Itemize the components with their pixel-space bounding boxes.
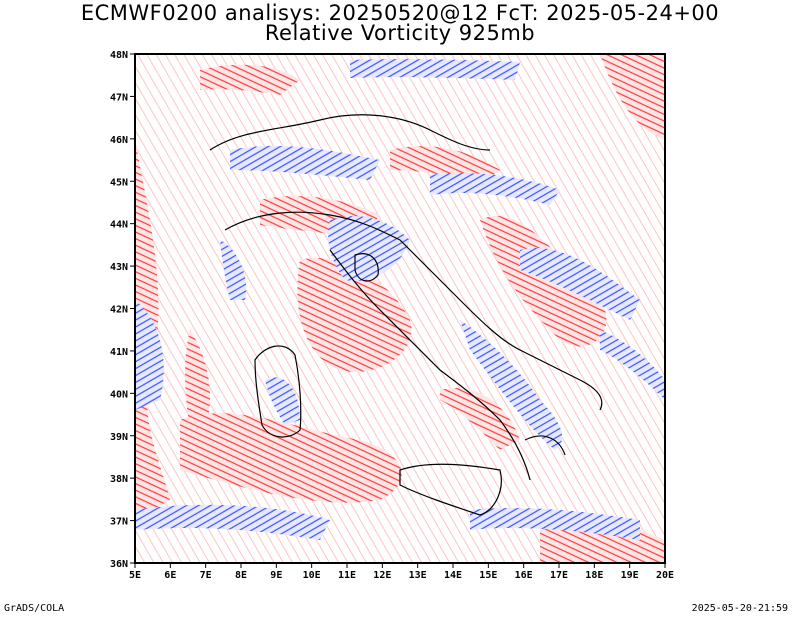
lon-tick-label: 9E	[270, 570, 282, 581]
coastlines	[209, 114, 603, 516]
lat-tick-label: 48N	[110, 50, 128, 61]
title-line-2: Relative Vorticity 925mb	[264, 21, 536, 45]
lon-tick-label: 11E	[338, 570, 356, 581]
lat-tick-label: 37N	[110, 517, 128, 528]
contour-field	[135, 54, 665, 563]
lat-tick-label: 41N	[110, 347, 128, 358]
lon-tick-label: 8E	[235, 570, 247, 581]
lon-tick-label: 19E	[621, 570, 639, 581]
footer-timestamp: 2025-05-20-21:59	[691, 603, 788, 614]
lat-tick-label: 47N	[110, 92, 128, 103]
lon-tick-label: 14E	[444, 570, 462, 581]
lat-tick-label: 39N	[110, 432, 128, 443]
lat-tick-label: 43N	[110, 262, 128, 273]
lon-tick-label: 7E	[200, 570, 212, 581]
lat-tick-label: 42N	[110, 305, 128, 316]
lon-tick-label: 18E	[585, 570, 603, 581]
lat-tick-label: 36N	[110, 559, 128, 570]
title-line-1: ECMWF0200 analisys: 20250520@12 FcT: 202…	[80, 1, 720, 25]
lon-tick-label: 15E	[479, 570, 497, 581]
lon-tick-label: 20E	[656, 570, 674, 581]
lat-tick-label: 44N	[110, 220, 128, 231]
lat-tick-label: 40N	[110, 389, 128, 400]
lon-tick-label: 17E	[550, 570, 568, 581]
footer-credit: GrADS/COLA	[4, 603, 65, 614]
lon-tick-label: 10E	[303, 570, 321, 581]
lon-tick-label: 6E	[164, 570, 176, 581]
lat-tick-label: 38N	[110, 474, 128, 485]
lat-tick-label: 45N	[110, 177, 128, 188]
lon-tick-label: 12E	[373, 570, 391, 581]
lat-tick-label: 46N	[110, 135, 128, 146]
lon-tick-label: 16E	[515, 570, 533, 581]
lon-tick-label: 5E	[129, 570, 141, 581]
longitude-axis: 5E 6E 7E 8E 9E 10E 11E 12E 13E 14E 15E 16E 17E 18E 19E…	[129, 563, 674, 581]
lon-tick-label: 13E	[409, 570, 427, 581]
latitude-axis: 48N 47N 46N 45N 44N 43N 42N 41N 40N 39N 38N 37N 36N	[110, 50, 135, 570]
